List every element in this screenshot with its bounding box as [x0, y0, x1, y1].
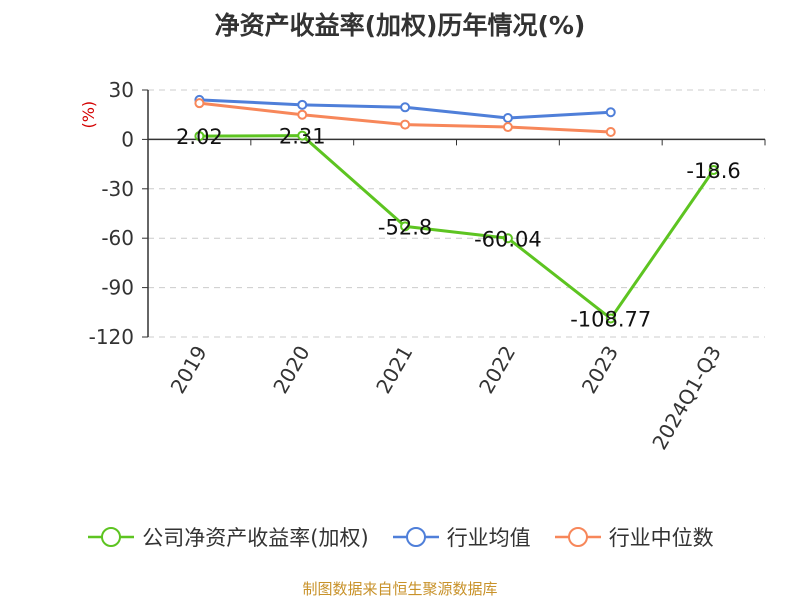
legend-item: 公司净资产收益率(加权) [86, 522, 369, 552]
series-lines [194, 94, 719, 324]
x-tick-label: 2020 [268, 342, 314, 398]
x-tick-label: 2023 [577, 342, 623, 398]
legend: 公司净资产收益率(加权) 行业均值 行业中位数 [0, 522, 800, 552]
data-point [605, 313, 616, 324]
y-tick-label: -90 [101, 276, 134, 300]
legend-label: 行业中位数 [608, 526, 714, 550]
series-line [199, 134, 715, 321]
x-tick-label: 2024Q1-Q3 [647, 342, 726, 454]
data-point [194, 131, 205, 142]
y-tick-label: 30 [109, 78, 134, 102]
gridlines [148, 89, 765, 338]
legend-label: 行业均值 [446, 526, 531, 550]
legend-swatch-icon [554, 527, 601, 547]
legend-swatch-marker [405, 527, 426, 547]
y-tick-label: -30 [101, 177, 134, 201]
data-point [502, 112, 513, 123]
data-point [400, 221, 411, 232]
data-point [708, 165, 719, 176]
y-tick-label: 0 [121, 127, 134, 151]
data-label: -18.6 [686, 159, 740, 183]
data-point [297, 109, 308, 120]
chart-title: 净资产收益率(加权)历年情况(%) [214, 11, 586, 40]
data-point [194, 98, 205, 109]
y-axis-label: (%) [79, 101, 98, 129]
y-tick-label: -60 [101, 226, 134, 250]
legend-swatch-marker [567, 527, 588, 547]
data-point [605, 107, 616, 118]
x-tick-label: 2022 [474, 342, 520, 398]
data-point [297, 130, 308, 141]
axes: 30 0 -30 -60 -90 -120 (%) 2019 2020 2021 2022 2023 2… [79, 78, 766, 454]
y-tick-label: -120 [89, 325, 134, 349]
legend-label: 公司净资产收益率(加权) [142, 526, 369, 550]
legend-item: 行业中位数 [553, 522, 714, 552]
data-point [400, 119, 411, 130]
legend-swatch-icon [88, 527, 135, 547]
data-point [297, 99, 308, 110]
legend-swatch-marker [101, 527, 122, 547]
source-note: 制图数据来自恒生聚源数据库 [302, 580, 498, 598]
data-label: 2.31 [279, 125, 326, 149]
data-label: -60.04 [474, 227, 542, 251]
data-label: 2.02 [176, 125, 223, 149]
data-point [605, 126, 616, 137]
data-point [502, 122, 513, 133]
data-label: -52.8 [378, 215, 432, 239]
data-label: -108.77 [570, 308, 651, 332]
legend-item: 行业均值 [391, 522, 531, 552]
data-point [400, 102, 411, 113]
legend-swatch-icon [392, 527, 439, 547]
data-labels: 2.02 2.31 -52.8 -60.04 -108.77 -18.6 [176, 125, 741, 332]
x-tick-label: 2019 [166, 342, 212, 398]
data-point [502, 233, 513, 244]
x-tick-label: 2021 [371, 342, 417, 398]
